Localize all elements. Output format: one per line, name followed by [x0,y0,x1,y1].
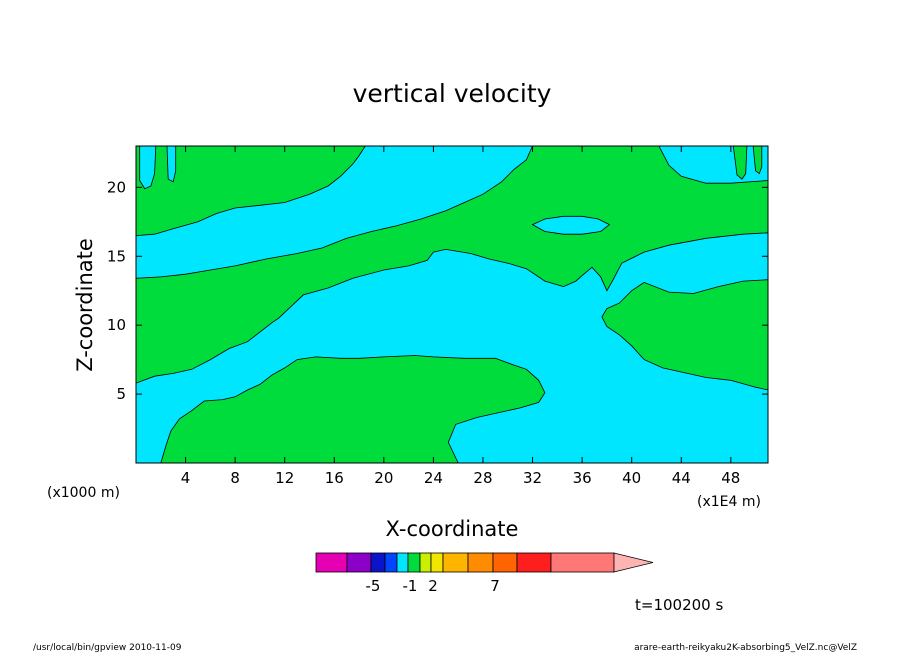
contour-regions [135,145,769,464]
colorbar-tick-label: 2 [428,577,438,595]
x-tick-label: 12 [275,469,294,487]
x-tick-label: 24 [424,469,443,487]
colorbar-tick-label: 7 [490,577,500,595]
colorbar-tick-label: -5 [366,577,381,595]
time-label: t=100200 s [635,596,723,614]
x-tick-label: 40 [622,469,641,487]
x-tick-label: 36 [573,469,592,487]
colorbar-swatch [370,552,386,573]
colorbar-tick-label: -1 [403,577,418,595]
chart-title: vertical velocity [353,79,552,108]
x-tick-label: 48 [721,469,740,487]
x-tick-label: 4 [181,469,191,487]
colorbar-swatch [550,552,615,573]
region-lower-left [135,232,769,464]
y-axis-ticks: 5 10 15 20 [107,178,768,403]
y-tick-label: 10 [107,316,126,334]
colorbar-swatch [384,552,398,573]
colorbar-swatch [396,552,409,573]
footer-file: arare-earth-reikyaku2K-absorbing5_VelZ.n… [634,643,857,653]
colorbar-tick-labels: -5 -1 2 7 [366,577,500,595]
colorbar-swatch [407,552,421,573]
x-tick-label: 28 [473,469,492,487]
x-tick-label: 44 [672,469,691,487]
x-axis-ticks: 4 8 12 16 20 24 28 32 36 40 44 48 [181,146,740,487]
colorbar [315,552,654,573]
y-tick-label: 20 [107,178,126,196]
colorbar-extend-arrow [613,552,654,573]
footer-program: /usr/local/bin/gpview 2010-11-09 [33,643,182,653]
colorbar-swatch [492,552,518,573]
colorbar-swatch [346,552,372,573]
y-axis-unit: (x1000 m) [47,485,120,501]
y-tick-label: 15 [107,247,126,265]
island-upper-middle [531,215,611,235]
x-axis-unit: (x1E4 m) [697,494,761,510]
colorbar-swatch [467,552,494,573]
plot-frame [135,145,769,464]
colorbar-swatch [516,552,552,573]
x-tick-label: 20 [374,469,393,487]
x-tick-label: 32 [523,469,542,487]
y-tick-label: 5 [116,385,126,403]
y-axis-title: Z-coordinate [73,238,97,372]
x-tick-label: 8 [230,469,240,487]
colorbar-swatch [419,552,432,573]
region-upper-left [135,145,534,279]
colorbar-swatch [315,552,348,573]
colorbar-swatch [430,552,444,573]
colorbar-swatch [442,552,469,573]
x-axis-title: X-coordinate [386,517,519,541]
spike-top-left-2 [166,145,177,183]
x-tick-label: 16 [325,469,344,487]
